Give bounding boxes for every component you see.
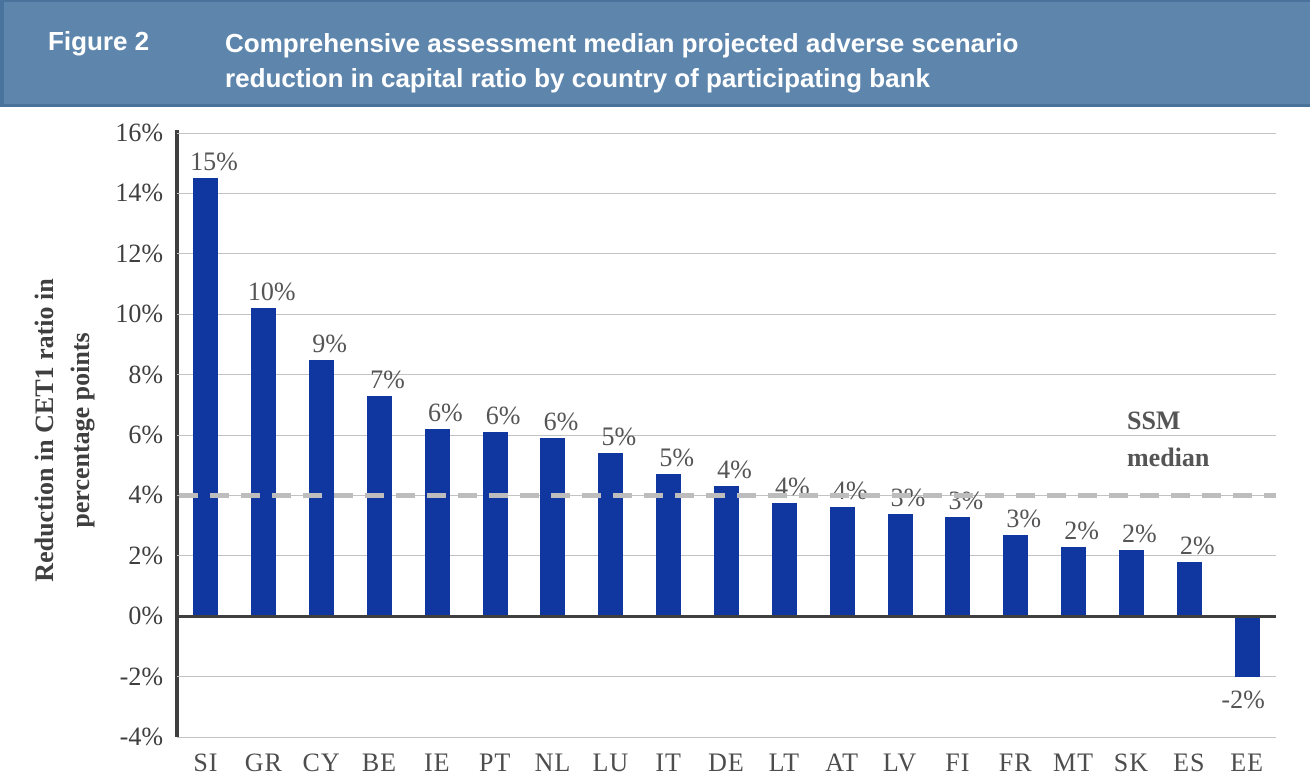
y-tick-label-12: 12% (115, 238, 163, 268)
gridline-6 (177, 434, 1276, 436)
gridline-8 (177, 374, 1276, 376)
bar-SK (1118, 549, 1144, 617)
bar-FI (945, 516, 971, 617)
ssm-median-dashed-line (179, 492, 1276, 498)
gridline-10 (177, 313, 1276, 315)
bar-value-label-MT: 2% (1064, 515, 1099, 545)
plot-area: 15%10%9%7%6%6%6%5%5%4%4%4%3%3%3%2%2%2%-2… (177, 132, 1276, 738)
x-category-label-LT: LT (768, 748, 801, 777)
bar-value-label-SI: 15% (190, 147, 238, 177)
bar-value-label-CY: 9% (312, 328, 347, 358)
bar-EE (1234, 616, 1260, 677)
bar-value-label-LU: 5% (601, 422, 637, 452)
bar-IT (656, 474, 682, 617)
ssm-median-annotation: SSM median (1127, 402, 1209, 476)
x-category-label-DE: DE (708, 748, 745, 777)
x-category-label-EE: EE (1230, 748, 1264, 777)
figure-title-line2: reduction in capital ratio by country of… (225, 63, 930, 93)
figure-label: Figure 2 (48, 26, 150, 56)
bar-LT (771, 502, 797, 617)
y-tick-label-10: 10% (115, 299, 163, 329)
x-category-label-LU: LU (592, 748, 630, 777)
bar-PT (482, 431, 508, 617)
bar-value-label-BE: 7% (370, 364, 405, 394)
bar-ES (1176, 561, 1202, 617)
bar-CY (309, 359, 335, 617)
bar-LV (887, 513, 913, 617)
bar-SI (193, 178, 219, 617)
y-axis-line (175, 130, 179, 737)
bar-value-label-IT: 5% (659, 443, 694, 473)
gridline-14 (177, 192, 1276, 194)
bar-value-label-SK: 2% (1122, 518, 1157, 548)
y-tick-label-2: 2% (128, 540, 163, 570)
bar-value-label-EE: -2% (1221, 684, 1265, 714)
x-category-label-CY: CY (302, 748, 341, 777)
y-tick-label-16: 16% (115, 118, 163, 147)
bar-value-label-ES: 2% (1179, 530, 1215, 560)
bar-IE (424, 428, 450, 617)
x-category-label-MT: MT (1053, 748, 1095, 777)
x-category-label-PT: PT (478, 748, 512, 777)
gridline--4 (177, 736, 1276, 738)
x-axis-zero-line (177, 614, 1276, 618)
x-category-label-FR: FR (998, 748, 1033, 777)
x-category-label-AT: AT (825, 748, 860, 777)
gridline--2 (177, 676, 1276, 678)
x-category-label-IE: IE (424, 748, 451, 777)
bar-AT (829, 507, 855, 617)
y-tick-label--2: -2% (119, 661, 163, 691)
bar-value-label-GR: 10% (247, 277, 296, 307)
bar-value-label-PT: 6% (485, 400, 521, 430)
gridline-12 (177, 253, 1276, 255)
bar-MT (1061, 546, 1087, 617)
x-category-label-GR: GR (244, 748, 283, 777)
bar-FR (1003, 534, 1029, 617)
x-category-label-FI: FI (945, 748, 971, 777)
x-category-label-SI: SI (193, 748, 219, 777)
x-category-label-IT: IT (655, 748, 682, 777)
bar-value-label-DE: 4% (717, 455, 752, 485)
x-category-label-BE: BE (361, 748, 398, 777)
y-tick-label-0: 0% (128, 601, 163, 631)
bar-value-label-IE: 6% (427, 397, 463, 427)
x-category-label-LV: LV (882, 748, 918, 777)
bar-value-label-NL: 6% (543, 407, 579, 437)
bar-NL (540, 438, 566, 617)
y-tick-label-4: 4% (128, 480, 163, 510)
y-tick-label-6: 6% (128, 420, 163, 449)
bar-DE (714, 486, 739, 617)
bar-GR (251, 308, 277, 617)
x-category-label-NL: NL (534, 748, 572, 777)
ssm-median-annotation-line1: SSM (1127, 406, 1181, 435)
ssm-median-annotation-line2: median (1127, 443, 1210, 472)
figure-header-band: Figure 2 Comprehensive assessment median… (0, 0, 1310, 107)
y-tick-label-14: 14% (115, 178, 163, 208)
bar-value-label-AT: 4% (832, 476, 868, 506)
bar-value-label-FR: 3% (1006, 503, 1042, 533)
bar-BE (366, 395, 392, 617)
figure-title-line1: Comprehensive assessment median projecte… (225, 28, 1019, 58)
y-tick-label--4: -4% (119, 722, 163, 751)
bar-value-label-FI: 3% (948, 485, 984, 515)
x-category-label-SK: SK (1113, 748, 1150, 777)
gridline-16 (177, 132, 1276, 134)
x-category-label-ES: ES (1173, 748, 1206, 777)
figure-title: Comprehensive assessment median projecte… (225, 26, 1018, 96)
bar-LU (598, 453, 624, 617)
y-tick-label-8: 8% (128, 359, 163, 389)
